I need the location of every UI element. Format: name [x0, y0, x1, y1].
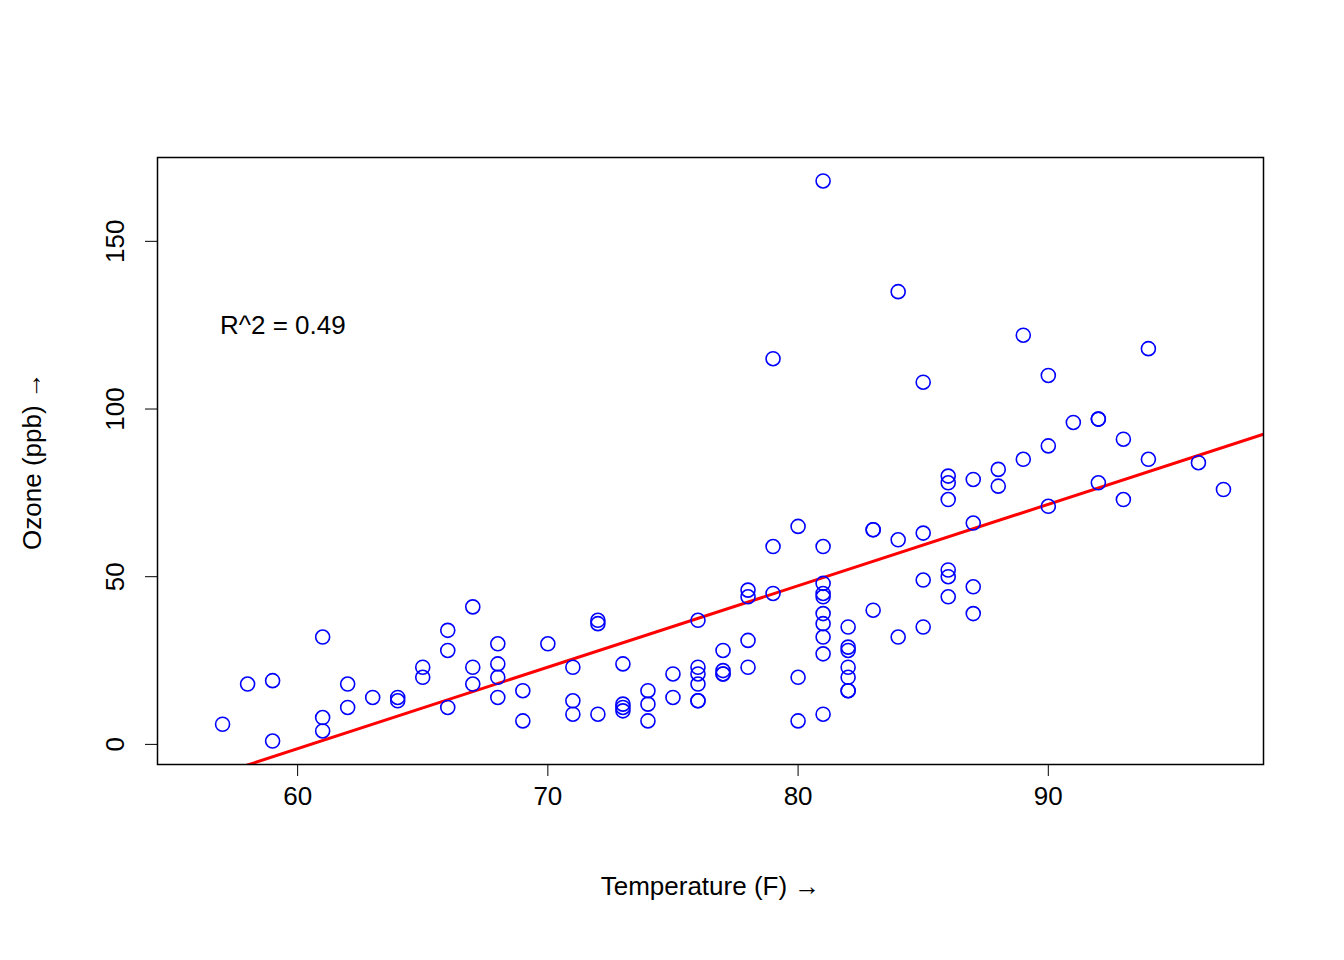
svg-text:70: 70 — [533, 781, 562, 811]
svg-text:Temperature (F) →: Temperature (F) → — [601, 871, 821, 901]
svg-text:150: 150 — [100, 220, 130, 263]
svg-text:60: 60 — [283, 781, 312, 811]
svg-text:Ozone (ppb) →: Ozone (ppb) → — [17, 372, 47, 550]
svg-text:100: 100 — [100, 387, 130, 430]
svg-text:90: 90 — [1034, 781, 1063, 811]
svg-text:R^2 = 0.49: R^2 = 0.49 — [220, 309, 346, 339]
svg-text:50: 50 — [100, 562, 130, 591]
svg-text:0: 0 — [100, 737, 130, 751]
svg-text:80: 80 — [784, 781, 813, 811]
